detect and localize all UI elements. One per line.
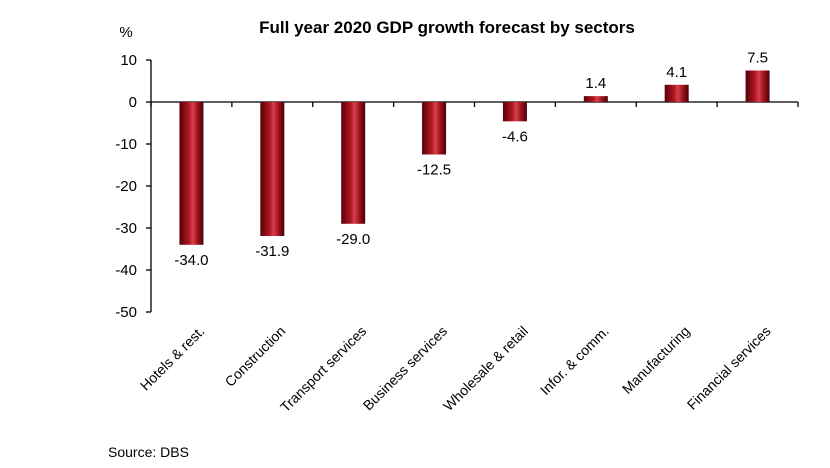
category-label: Hotels & rest.	[137, 323, 208, 394]
y-tick-label: 10	[120, 52, 137, 69]
data-label: 1.4	[585, 75, 606, 92]
category-label: Transport services	[277, 323, 369, 415]
bar	[583, 96, 608, 102]
category-label: Business services	[360, 323, 451, 414]
category-label: Financial services	[684, 323, 774, 413]
data-label: -4.6	[502, 128, 528, 145]
axes: 10 0 -10 -20 -30 -40 -50	[115, 52, 799, 321]
bar	[422, 102, 447, 155]
data-label: 7.5	[747, 50, 768, 67]
y-tick-label: -30	[115, 220, 137, 237]
data-label: -12.5	[417, 162, 451, 179]
category-label: Wholesale & retail	[440, 323, 531, 414]
bars	[179, 70, 770, 245]
y-tick-label: 0	[129, 94, 137, 111]
y-tick-label: -20	[115, 178, 137, 195]
bar	[341, 102, 366, 224]
y-unit-label: %	[119, 24, 132, 41]
y-tick-label: -50	[115, 304, 137, 321]
data-label: -29.0	[336, 231, 370, 248]
chart-title: Full year 2020 GDP growth forecast by se…	[259, 18, 635, 37]
category-label: Infor. & comm.	[537, 323, 612, 398]
bar	[179, 102, 204, 245]
data-label: 4.1	[666, 64, 687, 81]
bar	[260, 102, 285, 236]
y-tick-label: -40	[115, 262, 137, 279]
y-tick-label: -10	[115, 136, 137, 153]
category-label: Construction	[222, 323, 289, 390]
source-note: Source: DBS	[108, 444, 189, 460]
data-label: -34.0	[174, 252, 208, 269]
bar	[745, 70, 770, 102]
bar	[664, 84, 689, 102]
data-labels: -34.0 -31.9 -29.0 -12.5 -4.6 1.4 4.1 7.5	[174, 50, 768, 269]
data-label: -31.9	[255, 243, 289, 260]
category-label: Manufacturing	[619, 323, 693, 397]
bar	[502, 102, 527, 122]
